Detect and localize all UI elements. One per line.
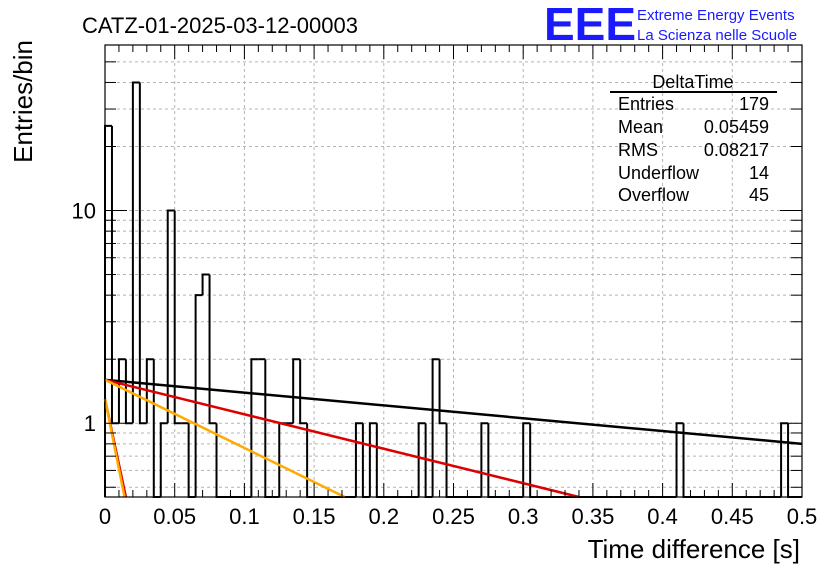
histogram-bin	[675, 422, 684, 497]
histogram-bin	[522, 422, 531, 497]
x-tick-label: 0.5	[787, 504, 818, 529]
histogram-bin	[480, 422, 489, 497]
histogram-bin	[445, 423, 454, 498]
fit-line	[104, 378, 580, 499]
stats-title: DeltaTime	[652, 72, 733, 92]
histogram-bin	[278, 422, 287, 497]
histogram-bin	[159, 422, 168, 497]
histogram-bin	[145, 358, 154, 424]
x-tick-label: 0	[99, 504, 111, 529]
histogram-bin	[292, 358, 301, 424]
y-tick-labels: 1 10	[72, 199, 96, 437]
x-tick-label: 0.05	[153, 504, 196, 529]
histogram-bin	[104, 124, 112, 497]
histogram-bin	[354, 422, 363, 497]
histogram-bin	[299, 359, 308, 425]
histogram-bin	[438, 359, 447, 425]
chart-title: CATZ-01-2025-03-12-00003	[82, 13, 358, 38]
y-tick-label: 10	[72, 199, 96, 224]
stats-label-rms: RMS	[618, 140, 658, 160]
stats-value-rms: 0.08217	[704, 140, 769, 160]
x-tick-label: 0.1	[229, 504, 260, 529]
logo-line-1: Extreme Energy Events	[637, 7, 795, 24]
histogram-bin	[194, 294, 203, 497]
histogram-bin	[787, 423, 796, 498]
x-tick-label: 0.2	[369, 504, 400, 529]
fit-line	[104, 378, 346, 499]
histogram-bin	[431, 358, 440, 497]
stats-box: DeltaTime Entries 179 Mean 0.05459 RMS 0…	[610, 72, 777, 205]
stats-value-underflow: 14	[749, 163, 769, 183]
stats-label-mean: Mean	[618, 117, 663, 137]
x-tick-label: 0.35	[571, 504, 614, 529]
stats-label-overflow: Overflow	[618, 185, 690, 205]
histogram-bin	[264, 359, 273, 498]
histogram-bin	[368, 422, 377, 497]
histogram-bin	[138, 82, 147, 425]
histogram-bin	[201, 273, 210, 296]
y-axis-label: Entries/bin	[8, 40, 38, 163]
logo-line-2: La Scienza nelle Scuole	[637, 27, 797, 44]
histogram-bin	[361, 423, 370, 498]
x-tick-labels: 0 0.05 0.1 0.15 0.2 0.25 0.3 0.35 0.4 0.45 0.5	[99, 504, 817, 529]
histogram-bin	[375, 423, 384, 498]
histogram-bin	[417, 422, 426, 497]
eee-logo-text: EEE	[544, 0, 636, 50]
histogram-bin	[306, 423, 315, 498]
axis-ticks	[104, 44, 803, 497]
histogram-bin	[166, 209, 175, 424]
grid	[105, 44, 802, 497]
histogram-bin	[131, 81, 140, 424]
stats-label-entries: Entries	[618, 94, 674, 114]
histogram-bin	[187, 423, 196, 498]
histogram-bin	[780, 422, 789, 497]
histogram-bin	[173, 210, 182, 425]
histogram-bin	[117, 358, 126, 424]
x-tick-label: 0.3	[508, 504, 539, 529]
stats-label-underflow: Underflow	[618, 163, 700, 183]
x-tick-label: 0.45	[711, 504, 754, 529]
x-tick-label: 0.15	[293, 504, 336, 529]
stats-value-mean: 0.05459	[704, 117, 769, 137]
fit-line	[104, 378, 803, 446]
x-tick-label: 0.25	[432, 504, 475, 529]
x-tick-label: 0.4	[647, 504, 678, 529]
stats-value-entries: 179	[739, 94, 769, 114]
fit-line	[103, 398, 126, 498]
histogram-bin	[208, 274, 217, 425]
histogram-bin	[487, 423, 496, 498]
x-axis-label: Time difference [s]	[588, 534, 800, 564]
histogram-bin	[152, 359, 161, 498]
y-tick-label: 1	[84, 411, 96, 436]
histogram-bin	[250, 358, 259, 497]
eee-logo: EEE Extreme Energy Events La Scienza nel…	[544, 0, 797, 50]
stats-value-overflow: 45	[749, 185, 769, 205]
fit-curves	[103, 378, 803, 499]
